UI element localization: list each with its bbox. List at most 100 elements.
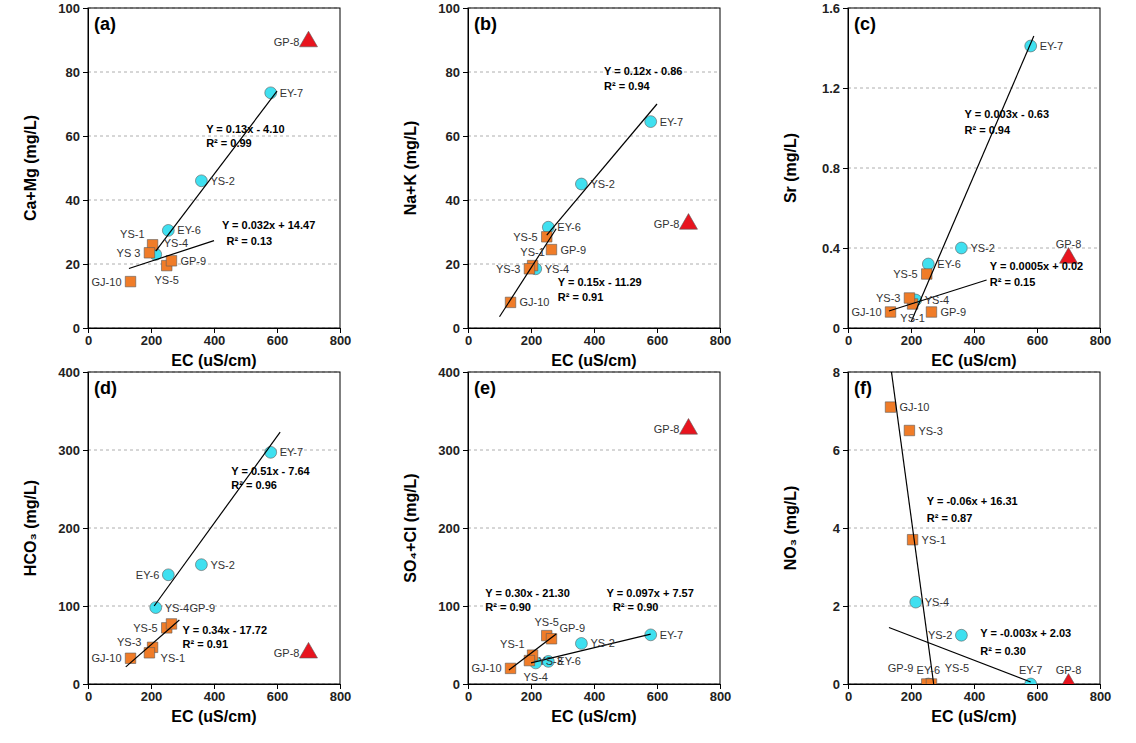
plot-area xyxy=(125,432,317,667)
tick: 800 xyxy=(710,684,732,704)
tick-mark xyxy=(843,8,848,9)
plot-area xyxy=(125,31,317,287)
tick-label: 600 xyxy=(267,333,289,348)
point-label: YS-5 xyxy=(535,616,559,628)
tick-mark xyxy=(463,136,468,137)
tick: 20 xyxy=(66,257,88,272)
panel-title: (d) xyxy=(94,378,117,398)
tick-label: 0 xyxy=(73,677,80,692)
panel: 0200400600800020406080100(a)Y = 0.13x - … xyxy=(22,1,351,369)
point xyxy=(885,307,895,317)
tick-label: 20 xyxy=(66,257,80,272)
tick-label: 40 xyxy=(66,193,80,208)
point xyxy=(645,116,657,128)
panel-title: (c) xyxy=(854,14,876,34)
plot-frame xyxy=(88,8,340,328)
tick-mark xyxy=(463,684,468,685)
tick-mark xyxy=(83,450,88,451)
plot-area xyxy=(505,419,697,674)
tick: 1.2 xyxy=(822,81,848,96)
tick-label: 6 xyxy=(833,443,840,458)
point-label: EY-6 xyxy=(136,569,159,581)
point-label: GP-8 xyxy=(274,36,300,48)
tick-label: 0 xyxy=(845,333,852,348)
plot-frame xyxy=(468,8,720,328)
point-label: YS-1 xyxy=(500,638,524,650)
equation: R² = 0.99 xyxy=(206,137,252,149)
tick-mark xyxy=(83,264,88,265)
equation: R² = 0.94 xyxy=(604,80,650,92)
tick-mark xyxy=(843,684,848,685)
tick: 300 xyxy=(58,443,88,458)
plot-frame xyxy=(848,372,1100,684)
point-label: GJ-10 xyxy=(92,276,122,288)
point-label: GJ-10 xyxy=(520,296,550,308)
tick: 400 xyxy=(438,365,468,380)
point xyxy=(926,307,936,317)
point-label: YS-1 xyxy=(900,312,924,324)
point-label: YS-1 xyxy=(161,652,185,664)
tick: 0 xyxy=(845,328,852,348)
y-axis-title: HCO₃ (mg/L) xyxy=(22,480,39,576)
point-label: YS-4 xyxy=(545,263,569,275)
panel: 02004006008000100200300400(e)Y = 0.30x -… xyxy=(402,365,731,725)
tick: 0 xyxy=(73,677,88,692)
x-axis: 0200400600800 xyxy=(845,684,1111,704)
tick-label: 60 xyxy=(66,129,80,144)
tick-label: 600 xyxy=(1027,689,1049,704)
tick: 600 xyxy=(647,328,669,348)
tick-label: 8 xyxy=(833,365,840,380)
tick-mark xyxy=(83,372,88,373)
point-label: YS-5 xyxy=(893,268,917,280)
point-label: GP-9 xyxy=(560,244,586,256)
tick: 200 xyxy=(521,684,543,704)
tick-label: 1.2 xyxy=(822,81,840,96)
point-label: YS-4 xyxy=(523,671,547,683)
grid-line xyxy=(88,528,340,529)
point xyxy=(195,559,207,571)
tick: 0 xyxy=(453,677,468,692)
tick-label: 0 xyxy=(85,689,92,704)
grid-line xyxy=(88,264,340,265)
tick: 100 xyxy=(438,599,468,614)
x-axis-title: EC (uS/cm) xyxy=(551,352,636,369)
tick: 600 xyxy=(1027,328,1049,348)
tick: 200 xyxy=(438,521,468,536)
tick: 0 xyxy=(73,321,88,336)
tick: 0.8 xyxy=(822,161,848,176)
point-label: GJ-10 xyxy=(852,306,882,318)
point xyxy=(265,446,277,458)
tick-label: 400 xyxy=(58,365,80,380)
x-axis: 0200400600800 xyxy=(845,328,1111,348)
fit-line xyxy=(889,280,987,311)
tick: 200 xyxy=(141,328,163,348)
point-label: YS-4 xyxy=(925,596,949,608)
tick: 0 xyxy=(833,677,848,692)
point xyxy=(125,276,135,286)
tick: 40 xyxy=(66,193,88,208)
tick-mark xyxy=(83,136,88,137)
point-label: YS-3 xyxy=(496,263,520,275)
equation: Y = 0.30x - 21.30 xyxy=(485,587,570,599)
point-label: YS-3 xyxy=(538,655,562,667)
tick-label: 100 xyxy=(58,599,80,614)
point xyxy=(546,244,556,254)
tick: 80 xyxy=(446,65,468,80)
equation: Y = 0.032x + 14.47 xyxy=(222,219,315,231)
tick-mark xyxy=(463,450,468,451)
equation: R² = 0.96 xyxy=(231,479,277,491)
x-axis: 0200400600800 xyxy=(465,684,731,704)
tick-label: 0 xyxy=(453,321,460,336)
tick: 2 xyxy=(833,599,848,614)
grid-line xyxy=(848,450,1100,451)
tick: 0 xyxy=(833,321,848,336)
y-axis: 020406080100 xyxy=(438,1,468,336)
equation: R² = 0.13 xyxy=(227,235,273,247)
tick-label: 800 xyxy=(330,333,352,348)
equation: Y = 0.13x - 4.10 xyxy=(206,123,284,135)
grid-line xyxy=(468,450,720,451)
tick-label: 80 xyxy=(66,65,80,80)
tick-label: 600 xyxy=(267,689,289,704)
point-label: EY-7 xyxy=(660,629,683,641)
point-label: GP-8 xyxy=(1056,664,1082,676)
